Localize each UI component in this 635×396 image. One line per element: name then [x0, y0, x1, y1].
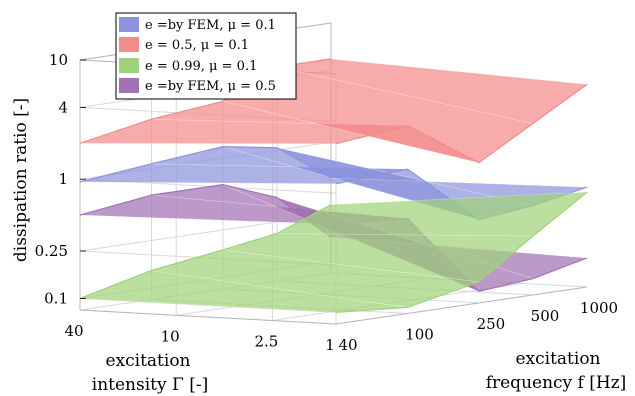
- surface-edge: [79, 204, 332, 299]
- z-axis-label: dissipation ratio [-]: [11, 98, 31, 262]
- box-edge-0: [335, 286, 588, 325]
- f-axis-label: excitation frequency f [Hz]: [486, 349, 627, 393]
- gamma-tick-label: 1: [325, 336, 335, 354]
- f-tick-label: 500: [531, 307, 560, 325]
- z-tick-label: 0.1: [44, 289, 68, 307]
- z-tick-label: 0.25: [35, 242, 68, 260]
- f-axis-label-line1: excitation: [515, 349, 600, 369]
- box-edge-1: [79, 309, 337, 325]
- legend-swatch-4: [119, 78, 139, 93]
- gamma-tick-label: 40: [64, 322, 83, 340]
- gamma-tick-label: 2.5: [254, 333, 278, 351]
- z-tick-label: 1: [58, 170, 68, 188]
- gamma-tick-label: 10: [161, 327, 180, 345]
- legend-label-1: e =by FEM, μ = 0.1: [145, 18, 276, 33]
- surface-layer: [79, 58, 588, 313]
- surface-edge: [79, 145, 332, 183]
- f-tick-label: 100: [405, 326, 434, 344]
- f-tick-label: 1000: [580, 299, 618, 317]
- legend: e =by FEM, μ = 0.1 e = 0.5, μ = 0.1 e = …: [115, 12, 297, 100]
- surface-edge: [335, 191, 588, 313]
- z-tick-label: 4: [58, 98, 68, 116]
- legend-swatch-3: [119, 58, 139, 73]
- legend-label-3: e = 0.99, μ = 0.1: [145, 59, 257, 74]
- z-axis-label-text: dissipation ratio [-]: [11, 98, 31, 262]
- tick-layer: 0.1 0.25 1 4 10 40 100 250 500 1000 40 10 2.5 1: [35, 51, 619, 354]
- surface-series-3: [79, 191, 588, 313]
- f-axis-label-line2: frequency f [Hz]: [486, 373, 627, 393]
- surface-series-2: [79, 58, 588, 164]
- legend-swatch-1: [119, 17, 139, 32]
- f-tick-label: 250: [477, 315, 506, 333]
- gamma-axis-label-line2: intensity Γ [-]: [92, 375, 208, 395]
- z-tick-label: 10: [49, 51, 68, 69]
- legend-label-4: e =by FEM, μ = 0.5: [145, 79, 276, 94]
- gamma-axis-label: excitation intensity Γ [-]: [92, 351, 208, 395]
- surface-edge: [335, 83, 588, 164]
- surface-edge: [79, 183, 332, 238]
- legend-box: [115, 12, 297, 100]
- legend-swatch-2: [119, 37, 139, 52]
- legend-label-2: e = 0.5, μ = 0.1: [145, 38, 249, 53]
- f-tick-label: 40: [338, 336, 357, 354]
- gamma-axis-label-line1: excitation: [105, 351, 190, 371]
